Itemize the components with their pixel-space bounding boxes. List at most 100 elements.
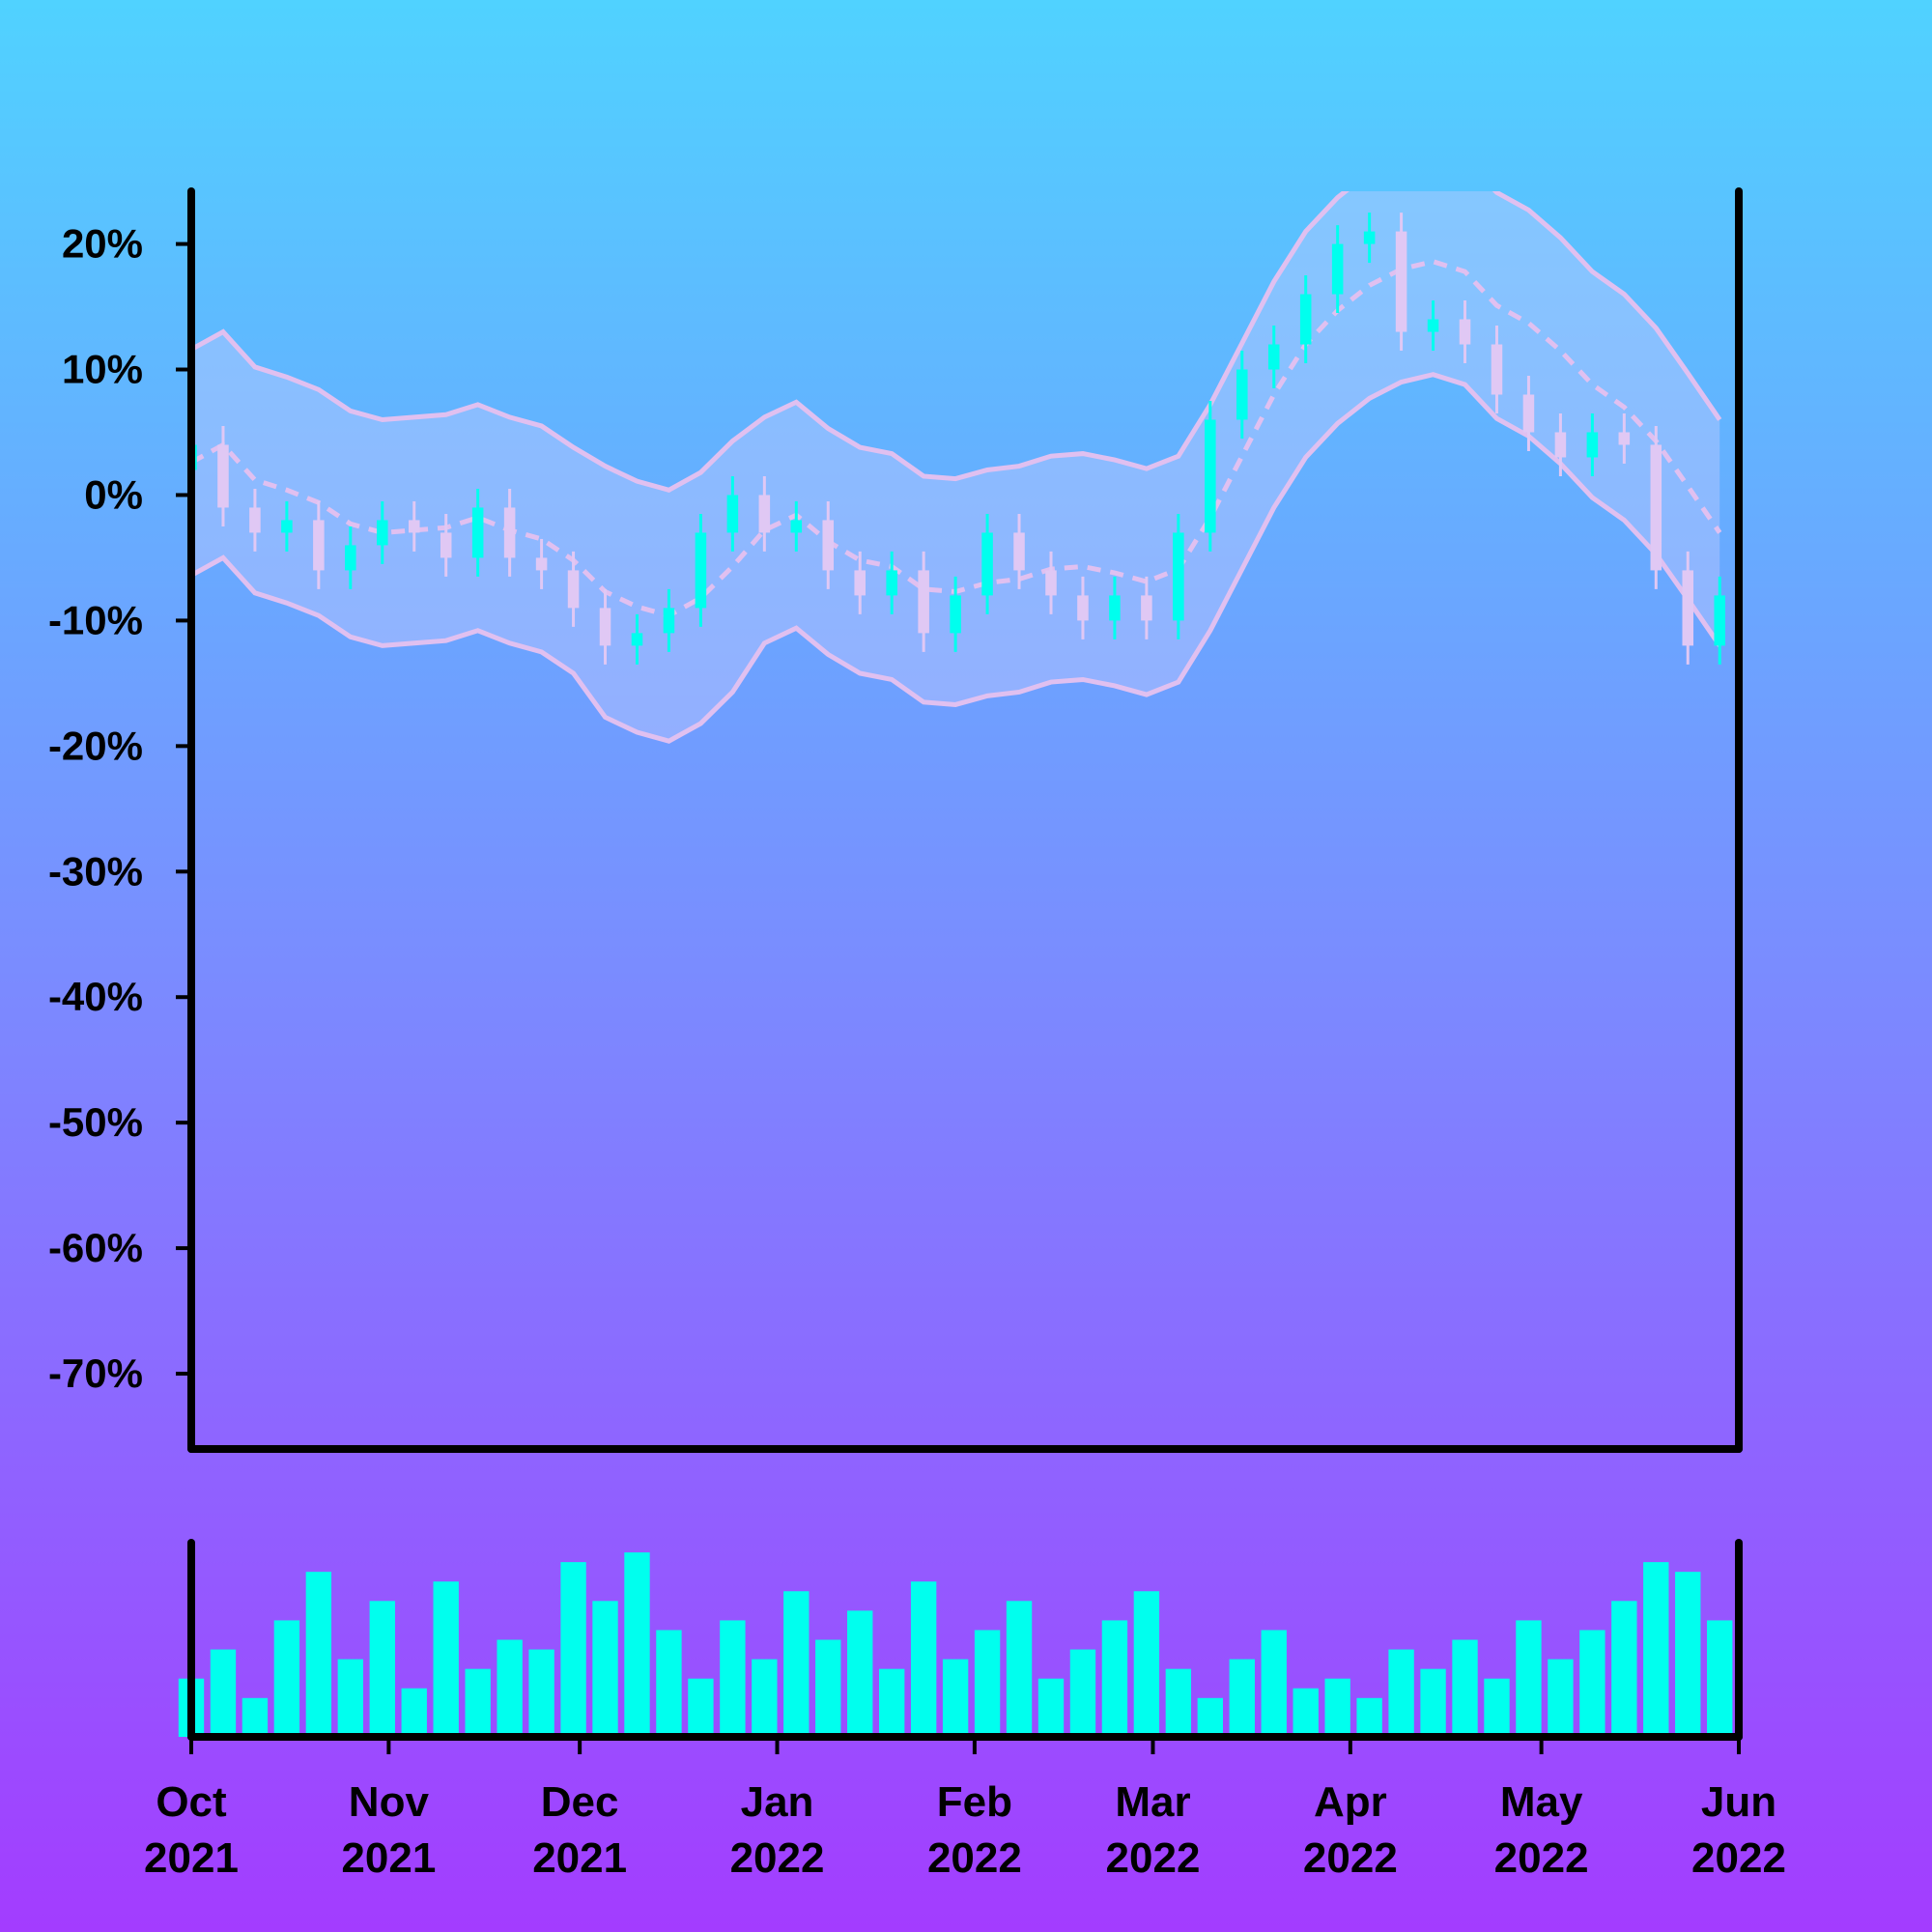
- volume-bar: [1165, 1668, 1192, 1737]
- y-tick-label: -30%: [48, 848, 143, 894]
- x-tick-label: Dec 2021: [532, 1778, 627, 1882]
- volume-bar: [879, 1668, 905, 1737]
- volume-bar: [720, 1620, 746, 1737]
- candle-body: [503, 507, 516, 558]
- candle-body: [695, 532, 707, 609]
- x-tick-label-line: Oct: [156, 1778, 227, 1826]
- axes: 20% 10% 0% -10% -20% -30% -40% -50% -60% -70% Oct 2…: [48, 187, 1786, 1882]
- candle-body: [1013, 532, 1025, 571]
- volume-bar: [1484, 1678, 1510, 1737]
- candle-body: [377, 520, 388, 546]
- y-tick-label: 0%: [84, 471, 143, 517]
- x-tick-label-line: 2022: [1106, 1834, 1201, 1882]
- candle-body: [886, 570, 897, 596]
- volume-bar: [1707, 1620, 1733, 1737]
- candle-body: [758, 495, 771, 533]
- y-tick-label: 10%: [62, 347, 143, 392]
- band-upper: [191, 191, 1722, 493]
- y-tick-label: -50%: [48, 1099, 143, 1145]
- candle-body: [663, 608, 675, 634]
- volume-bar: [210, 1649, 237, 1737]
- volume-bar: [369, 1601, 395, 1737]
- candle-body: [567, 570, 580, 609]
- candle-body: [631, 633, 643, 646]
- x-tick-label: Nov 2021: [341, 1778, 436, 1882]
- volume-bar: [1324, 1678, 1350, 1737]
- candle-body: [1173, 532, 1184, 621]
- x-tick-label-line: 2022: [730, 1834, 825, 1882]
- candle-body: [1331, 243, 1344, 295]
- candle-body: [1427, 319, 1439, 332]
- candle-body: [1141, 595, 1152, 621]
- volume-bar: [1579, 1630, 1605, 1737]
- x-tick-label: Oct 2021: [144, 1778, 239, 1882]
- x-tick-label-line: 2021: [144, 1834, 239, 1882]
- x-tick-label-line: 2021: [341, 1834, 436, 1882]
- candle-body: [1586, 432, 1599, 458]
- x-tick-label-line: Mar: [1115, 1778, 1190, 1826]
- candle-body: [1395, 231, 1407, 332]
- x-tick-label-line: May: [1500, 1778, 1583, 1826]
- candle-body: [217, 444, 229, 508]
- volume-bar: [847, 1610, 873, 1737]
- candle-body: [535, 557, 548, 571]
- volume-bar: [942, 1659, 969, 1737]
- volume-bar: [305, 1572, 332, 1737]
- volume-bar: [528, 1649, 554, 1737]
- candle-body: [1299, 294, 1312, 345]
- candle-body: [726, 495, 739, 533]
- volume-bar: [592, 1601, 618, 1737]
- candle-body: [1045, 570, 1057, 596]
- volume-bar: [465, 1668, 491, 1737]
- band-lower: [191, 372, 1722, 744]
- candle-body: [1459, 319, 1471, 345]
- volume-bar: [1356, 1697, 1382, 1737]
- volume-bar: [910, 1581, 937, 1737]
- candle-body: [1714, 595, 1725, 646]
- volume-bar: [433, 1581, 459, 1737]
- volume-bar: [815, 1639, 841, 1737]
- volume-bar: [1548, 1659, 1574, 1737]
- candle-body: [1491, 344, 1503, 395]
- x-tick-label: Mar 2022: [1106, 1778, 1201, 1882]
- x-tick-label-line: Nov: [349, 1778, 430, 1826]
- candle-body: [249, 507, 261, 533]
- volume-bar: [1261, 1630, 1287, 1737]
- candle-body: [440, 532, 452, 558]
- x-tick-label: Jun 2022: [1691, 1778, 1786, 1882]
- x-tick-label-line: 2022: [1494, 1834, 1589, 1882]
- volume-bar: [1516, 1620, 1542, 1737]
- volume-bar: [783, 1591, 810, 1737]
- candle-body: [981, 532, 993, 596]
- volume-bar: [656, 1630, 682, 1737]
- candle-body: [1618, 432, 1631, 445]
- volume-bar: [1229, 1659, 1255, 1737]
- volume-bar: [497, 1639, 523, 1737]
- candle-body: [471, 507, 484, 558]
- volume-bar: [624, 1552, 650, 1737]
- x-tick-label-line: Jun: [1701, 1778, 1776, 1826]
- volume-bar: [1452, 1639, 1478, 1737]
- volume-bar: [1133, 1591, 1160, 1737]
- y-tick-label: -40%: [48, 974, 143, 1019]
- x-tick-label-line: 2022: [1691, 1834, 1786, 1882]
- volume-bar: [688, 1678, 714, 1737]
- candle-body: [1205, 419, 1216, 533]
- candle-body: [790, 520, 803, 533]
- candle-body: [281, 520, 293, 533]
- volume-bar: [273, 1620, 300, 1737]
- candle-body: [313, 520, 325, 571]
- volume-bar: [1101, 1620, 1128, 1737]
- x-tick-label: May 2022: [1494, 1778, 1589, 1882]
- x-tick-label-line: Dec: [541, 1778, 619, 1826]
- candle-body: [345, 545, 356, 571]
- candle-body: [1363, 231, 1376, 244]
- candle-body: [1682, 570, 1694, 646]
- volume-bar: [1420, 1668, 1446, 1737]
- candle-body: [950, 595, 961, 634]
- volume-bar: [401, 1688, 427, 1737]
- x-tick-label-line: 2021: [532, 1834, 627, 1882]
- candle-body: [408, 520, 420, 533]
- volume-bar: [1293, 1688, 1319, 1737]
